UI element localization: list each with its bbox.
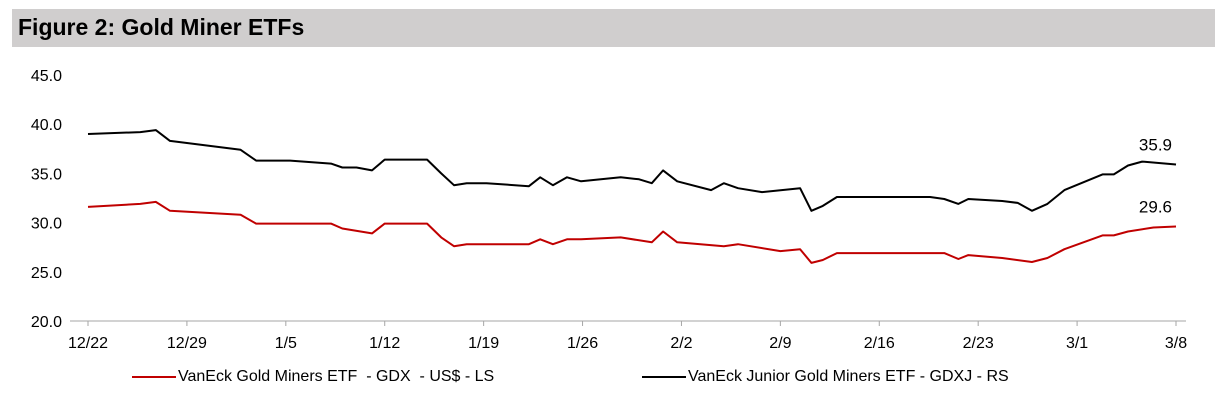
series-line-gdxj — [87, 129, 1177, 212]
legend-swatch-gdx — [132, 376, 176, 378]
x-tick-label: 2/2 — [670, 335, 692, 352]
legend-item-gdxj: VanEck Junior Gold Miners ETF - GDXJ - R… — [642, 368, 1009, 386]
chart-title: Figure 2: Gold Miner ETFs — [18, 14, 305, 40]
end-value-label-gdxj: 35.9 — [1139, 136, 1172, 155]
x-tick-label: 12/29 — [167, 335, 207, 352]
y-tick-label: 25.0 — [31, 265, 62, 282]
x-tick-label: 1/19 — [468, 335, 499, 352]
y-tick-label: 30.0 — [31, 216, 62, 233]
legend-item-gdx: VanEck Gold Miners ETF - GDX - US$ - LS — [132, 368, 494, 386]
legend-label-gdxj: VanEck Junior Gold Miners ETF - GDXJ - R… — [688, 368, 1009, 385]
end-value-label-gdx: 29.6 — [1139, 198, 1172, 217]
series-line-gdx — [87, 200, 1177, 264]
x-tick-label: 2/9 — [769, 335, 791, 352]
y-tick-label: 40.0 — [31, 117, 62, 134]
x-tick-label: 1/26 — [567, 335, 598, 352]
y-tick-label: 45.0 — [31, 68, 62, 85]
x-tick-label: 3/8 — [1165, 335, 1187, 352]
legend-label-gdx: VanEck Gold Miners ETF - GDX - US$ - LS — [178, 368, 495, 385]
x-tick-label: 12/22 — [68, 335, 108, 352]
y-tick-label: 35.0 — [31, 166, 62, 183]
x-tick-label: 2/23 — [963, 335, 994, 352]
y-tick-label: 20.0 — [31, 314, 62, 331]
x-tick-label: 1/5 — [275, 335, 297, 352]
x-tick-label: 2/16 — [864, 335, 895, 352]
title-bar: Figure 2: Gold Miner ETFs — [12, 9, 1215, 47]
x-tick-label: 3/1 — [1066, 335, 1088, 352]
x-tick-label: 1/12 — [369, 335, 400, 352]
legend-swatch-gdxj — [642, 376, 686, 378]
